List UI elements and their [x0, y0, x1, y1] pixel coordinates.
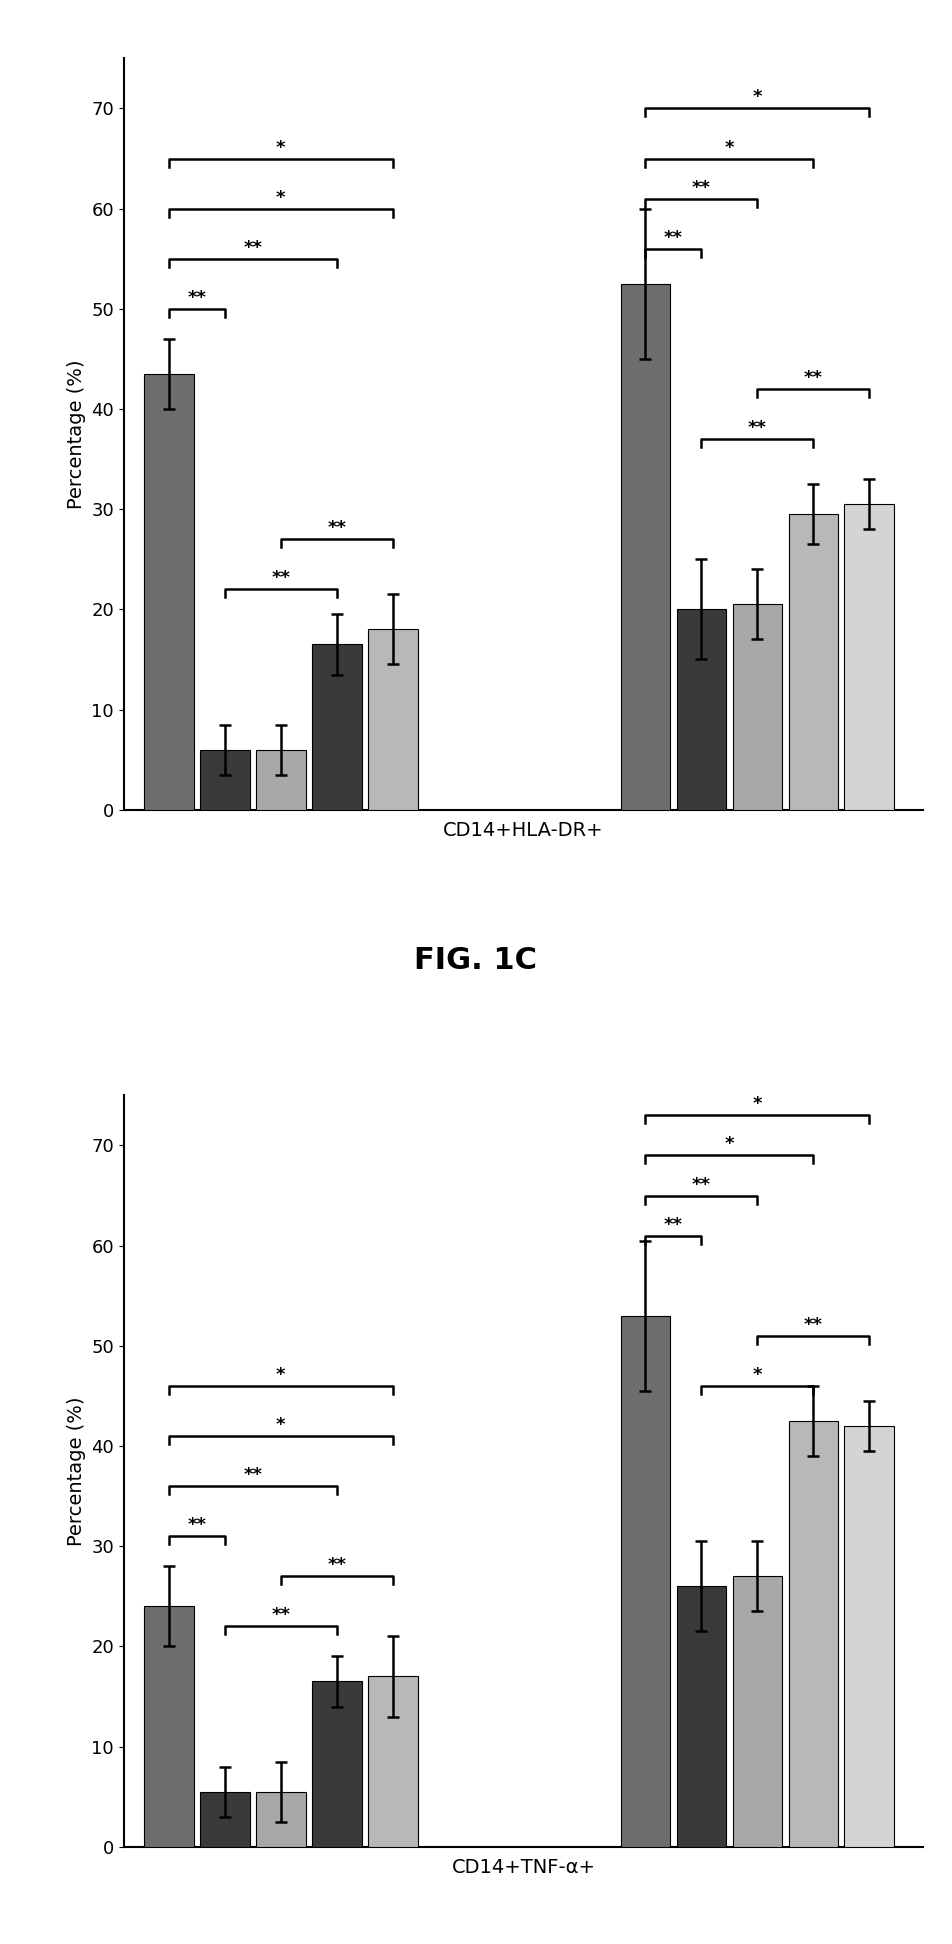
X-axis label: CD14+TNF-α+: CD14+TNF-α+ [451, 1858, 596, 1876]
Bar [312, 1682, 362, 1847]
Bar [256, 1792, 306, 1847]
Text: **: ** [748, 420, 767, 437]
Text: *: * [753, 87, 763, 107]
Text: FIG. 1C: FIG. 1C [414, 947, 538, 974]
Bar [144, 1606, 193, 1847]
Text: *: * [276, 138, 286, 157]
Bar [788, 515, 838, 811]
Text: **: ** [327, 519, 347, 537]
Text: **: ** [271, 570, 290, 587]
Bar [788, 1421, 838, 1847]
Text: **: ** [244, 239, 263, 257]
Bar [844, 503, 894, 811]
Text: *: * [276, 1415, 286, 1435]
Bar [256, 750, 306, 811]
Bar [621, 1316, 670, 1847]
Y-axis label: Percentage (%): Percentage (%) [67, 1396, 86, 1545]
Text: *: * [724, 138, 734, 157]
Text: *: * [724, 1135, 734, 1153]
Bar [677, 1586, 726, 1847]
Text: **: ** [188, 1516, 207, 1534]
Bar [621, 284, 670, 811]
Bar [312, 645, 362, 811]
Bar [732, 605, 783, 811]
Text: **: ** [327, 1557, 347, 1575]
Text: *: * [276, 189, 286, 206]
Bar [367, 1676, 418, 1847]
Bar [677, 608, 726, 811]
X-axis label: CD14+HLA-DR+: CD14+HLA-DR+ [444, 820, 604, 840]
Bar [200, 750, 249, 811]
Text: **: ** [188, 290, 207, 307]
Y-axis label: Percentage (%): Percentage (%) [67, 360, 86, 509]
Bar [200, 1792, 249, 1847]
Text: **: ** [244, 1466, 263, 1483]
Bar [367, 630, 418, 811]
Text: **: ** [664, 229, 683, 247]
Text: **: ** [803, 1316, 823, 1334]
Bar [732, 1577, 783, 1847]
Text: **: ** [271, 1606, 290, 1625]
Text: *: * [276, 1367, 286, 1384]
Text: **: ** [803, 369, 823, 387]
Text: **: ** [664, 1215, 683, 1234]
Bar [144, 373, 193, 811]
Text: *: * [753, 1094, 763, 1114]
Bar [844, 1427, 894, 1847]
Text: **: ** [692, 179, 711, 196]
Text: **: ** [692, 1176, 711, 1194]
Text: *: * [753, 1367, 763, 1384]
